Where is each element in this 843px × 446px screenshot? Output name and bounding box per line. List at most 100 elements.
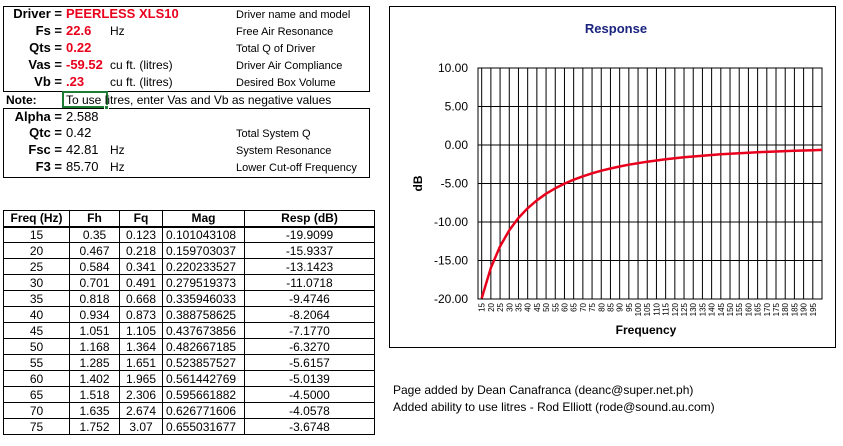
response-chart[interactable]: Response 10.00 5.00 0.00 -5.00 -10.00 -15.00 -2…	[389, 6, 836, 348]
cell-mag[interactable]: 0.159703037	[162, 242, 245, 259]
f3-value: 85.70	[66, 159, 99, 174]
table-row: 70 1.635 2.674 0.626771606 -4.0578	[3, 402, 375, 419]
cell-mag[interactable]: 0.388758625	[162, 306, 245, 323]
driver-params-box	[3, 6, 370, 92]
driver-value[interactable]: PEERLESS XLS10	[66, 6, 179, 21]
y-tick-label: 0.00	[445, 138, 469, 152]
cell-freq[interactable]: 40	[3, 306, 70, 323]
cell-resp[interactable]: -5.0139	[244, 370, 375, 387]
cell-resp[interactable]: -13.1423	[244, 258, 375, 275]
x-tick-label: 40	[524, 302, 533, 311]
cell-fq[interactable]: 0.668	[119, 290, 163, 307]
x-axis-label: Frequency	[616, 323, 677, 337]
vas-value[interactable]: -59.52	[66, 57, 103, 72]
cell-fh[interactable]: 1.051	[69, 322, 120, 339]
cell-resp[interactable]: -6.3270	[244, 338, 375, 355]
cell-freq[interactable]: 70	[3, 402, 70, 419]
x-tick-label: 50	[542, 302, 551, 311]
cell-mag[interactable]: 0.626771606	[162, 402, 245, 419]
cell-freq[interactable]: 60	[3, 370, 70, 387]
cell-fh[interactable]: 0.35	[69, 226, 120, 243]
cell-freq[interactable]: 25	[3, 258, 70, 275]
cell-fh[interactable]: 1.285	[69, 354, 120, 371]
fsc-desc: System Resonance	[236, 145, 332, 157]
cell-fq[interactable]: 2.674	[119, 402, 163, 419]
cell-fh[interactable]: 0.584	[69, 258, 120, 275]
cell-resp[interactable]: -9.4746	[244, 290, 375, 307]
cell-resp[interactable]: -3.6748	[244, 418, 375, 435]
cell-mag[interactable]: 0.595661882	[162, 386, 245, 403]
col-header-fh[interactable]: Fh	[69, 210, 120, 228]
qts-label: Qts =	[29, 40, 62, 55]
x-tick-label: 150	[726, 302, 735, 316]
cell-fh[interactable]: 1.518	[69, 386, 120, 403]
qts-desc: Total Q of Driver	[236, 43, 316, 55]
note-cell-selection[interactable]	[62, 91, 108, 108]
cell-fq[interactable]: 1.651	[119, 354, 163, 371]
cell-fq[interactable]: 0.218	[119, 242, 163, 259]
y-tick-label: -10.00	[434, 215, 468, 229]
col-header-mag[interactable]: Mag	[162, 210, 245, 228]
cell-fh[interactable]: 1.402	[69, 370, 120, 387]
cell-mag[interactable]: 0.437673856	[162, 322, 245, 339]
vas-desc: Driver Air Compliance	[236, 60, 343, 72]
cell-resp[interactable]: -19.9099	[244, 226, 375, 243]
qts-value[interactable]: 0.22	[66, 40, 92, 55]
cell-resp[interactable]: -11.0718	[244, 274, 375, 291]
note-fill-handle[interactable]	[104, 105, 109, 110]
cell-mag[interactable]: 0.279519373	[162, 274, 245, 291]
cell-freq[interactable]: 20	[3, 242, 70, 259]
cell-fh[interactable]: 1.168	[69, 338, 120, 355]
cell-mag[interactable]: 0.482667185	[162, 338, 245, 355]
cell-fq[interactable]: 1.965	[119, 370, 163, 387]
cell-mag[interactable]: 0.655031677	[162, 418, 245, 435]
cell-resp[interactable]: -8.2064	[244, 306, 375, 323]
cell-freq[interactable]: 30	[3, 274, 70, 291]
cell-mag[interactable]: 0.561442769	[162, 370, 245, 387]
cell-fq[interactable]: 3.07	[119, 418, 163, 435]
table-row: 15 0.35 0.123 0.101043108 -19.9099	[3, 226, 375, 243]
col-header-resp[interactable]: Resp (dB)	[244, 210, 375, 228]
cell-fh[interactable]: 0.818	[69, 290, 120, 307]
cell-mag[interactable]: 0.101043108	[162, 226, 245, 243]
cell-resp[interactable]: -5.6157	[244, 354, 375, 371]
alpha-label: Alpha =	[14, 109, 62, 124]
cell-fq[interactable]: 0.873	[119, 306, 163, 323]
cell-freq[interactable]: 35	[3, 290, 70, 307]
y-tick-label: 10.00	[438, 61, 468, 75]
table-row: 35 0.818 0.668 0.335946033 -9.4746	[3, 290, 375, 307]
cell-freq[interactable]: 75	[3, 418, 70, 435]
cell-freq[interactable]: 45	[3, 322, 70, 339]
vas-label: Vas =	[28, 57, 62, 72]
cell-fq[interactable]: 0.123	[119, 226, 163, 243]
cell-fq[interactable]: 0.341	[119, 258, 163, 275]
cell-resp[interactable]: -15.9337	[244, 242, 375, 259]
table-row: 75 1.752 3.07 0.655031677 -3.6748	[3, 418, 375, 435]
cell-fq[interactable]: 2.306	[119, 386, 163, 403]
cell-fh[interactable]: 0.701	[69, 274, 120, 291]
cell-freq[interactable]: 55	[3, 354, 70, 371]
x-tick-label: 175	[772, 302, 781, 316]
cell-mag[interactable]: 0.220233527	[162, 258, 245, 275]
cell-freq[interactable]: 15	[3, 226, 70, 243]
cell-fq[interactable]: 1.105	[119, 322, 163, 339]
cell-freq[interactable]: 65	[3, 386, 70, 403]
cell-fq[interactable]: 1.364	[119, 338, 163, 355]
col-header-freq[interactable]: Freq (Hz)	[3, 210, 70, 228]
cell-fq[interactable]: 0.491	[119, 274, 163, 291]
col-header-fq[interactable]: Fq	[119, 210, 163, 228]
cell-resp[interactable]: -4.0578	[244, 402, 375, 419]
table-row: 30 0.701 0.491 0.279519373 -11.0718	[3, 274, 375, 291]
cell-mag[interactable]: 0.523857527	[162, 354, 245, 371]
cell-mag[interactable]: 0.335946033	[162, 290, 245, 307]
cell-fh[interactable]: 0.467	[69, 242, 120, 259]
results-box	[3, 108, 370, 178]
cell-freq[interactable]: 50	[3, 338, 70, 355]
cell-fh[interactable]: 1.635	[69, 402, 120, 419]
cell-fh[interactable]: 0.934	[69, 306, 120, 323]
fs-value[interactable]: 22.6	[66, 23, 92, 38]
vb-value[interactable]: .23	[66, 74, 85, 89]
cell-resp[interactable]: -7.1770	[244, 322, 375, 339]
cell-resp[interactable]: -4.5000	[244, 386, 375, 403]
cell-fh[interactable]: 1.752	[69, 418, 120, 435]
